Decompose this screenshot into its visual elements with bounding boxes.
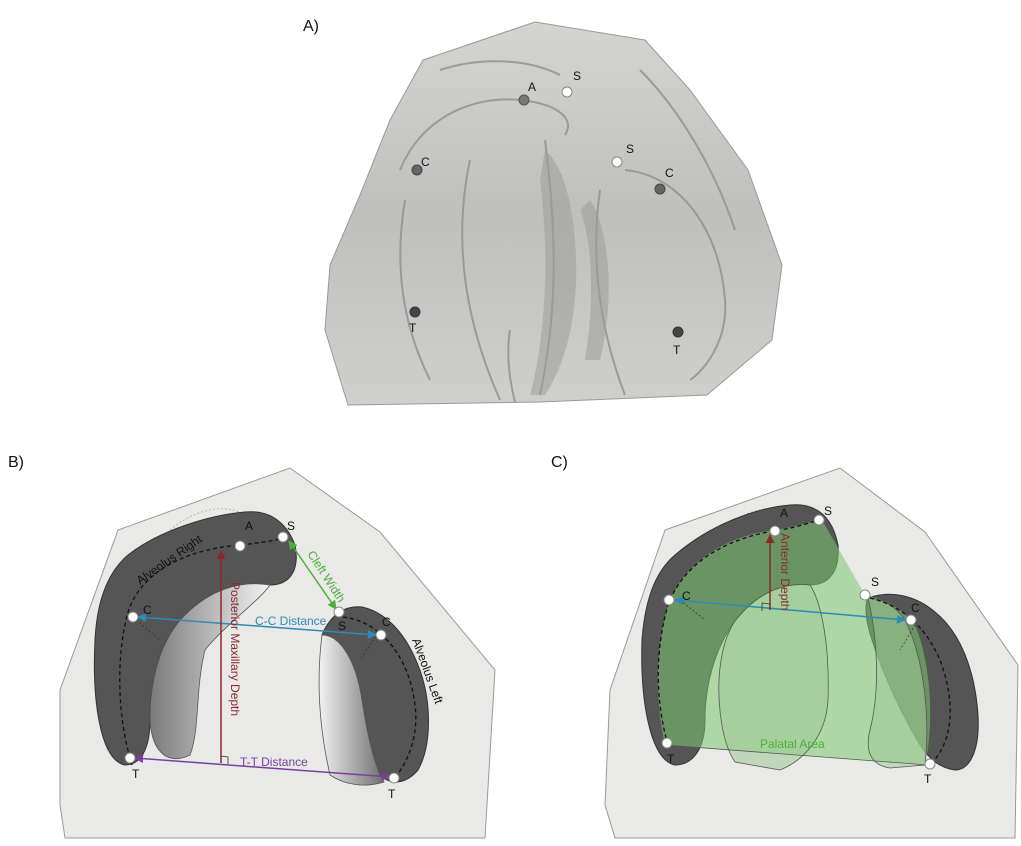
point-t-right-label-c: T — [667, 752, 675, 766]
point-t-left-panel-b — [388, 772, 400, 784]
point-a-panel-c — [769, 525, 781, 537]
point-t-right-label-a: T — [409, 321, 417, 335]
point-t-left-label-c: T — [924, 772, 932, 786]
point-c-right-label-a: C — [421, 155, 430, 169]
alveolus-left-inner-b — [318, 634, 385, 786]
cc-distance-arrow-b — [137, 613, 377, 639]
point-c-left-panel-b — [375, 629, 387, 641]
point-c-right-panel-b — [127, 611, 139, 623]
point-s-left-label-a: S — [626, 142, 634, 156]
point-t-left-panel-c — [924, 758, 936, 770]
point-c-left-label-c: C — [911, 601, 920, 615]
panel-a: A) A S S C C T T — [303, 18, 783, 406]
alveolus-right-inner-c — [718, 584, 829, 771]
point-t-left-panel-a — [672, 326, 684, 338]
point-c-right-label-c: C — [682, 589, 691, 603]
cast-shadows — [530, 150, 609, 395]
panel-a-label: A) — [303, 18, 319, 35]
point-s-right-panel-a — [561, 86, 573, 98]
point-a-label-a: A — [528, 80, 536, 94]
panel-b: B) Alveolus Right Alveolus Left Cleft Wi… — [8, 454, 496, 839]
point-t-right-panel-b — [124, 752, 136, 764]
point-c-right-panel-c — [663, 594, 675, 606]
point-s-right-label-c: S — [824, 504, 832, 518]
alveolus-right-crest — [119, 536, 289, 766]
point-s-left-panel-b — [333, 606, 345, 618]
posterior-depth-label: Posterior Maxillary Depth — [228, 582, 242, 716]
tt-distance-arrow — [134, 754, 391, 781]
palatal-base-line — [664, 744, 929, 766]
point-s-right-panel-c — [813, 514, 825, 526]
point-s-left-label-c: S — [871, 575, 879, 589]
point-c-right-label-b: C — [143, 603, 152, 617]
panel-c-label: C) — [551, 454, 568, 471]
point-a-panel-a — [518, 94, 530, 106]
crest-right-c — [657, 518, 823, 746]
point-c-left-panel-c — [905, 614, 917, 626]
point-c-left-panel-a — [654, 183, 666, 195]
cc-distance-label-b: C-C Distance — [255, 614, 327, 628]
alveolus-left-crest — [342, 616, 417, 779]
panel-c: C) Anterior Depth Palatal Area A S S C C — [551, 454, 1019, 839]
point-t-left-label-a: T — [673, 343, 681, 357]
right-angle-mark-c — [761, 602, 771, 611]
point-a-label-c: A — [780, 506, 788, 520]
point-s-left-panel-a — [611, 156, 623, 168]
point-c-left-label-b: C — [382, 615, 391, 629]
point-s-right-panel-b — [277, 531, 289, 543]
point-s-right-label-b: S — [287, 519, 295, 533]
tt-distance-label: T-T Distance — [240, 755, 308, 769]
point-t-right-label-b: T — [132, 767, 140, 781]
point-s-left-label-b: S — [338, 619, 346, 633]
cleft-width-arrow — [288, 540, 337, 610]
point-c-left-label-a: C — [665, 166, 674, 180]
palatal-area-label: Palatal Area — [760, 737, 825, 751]
point-a-label-b: A — [245, 519, 253, 533]
point-t-left-label-b: T — [388, 787, 396, 801]
point-c-right-panel-a — [411, 164, 423, 176]
point-t-right-panel-c — [661, 737, 673, 749]
point-t-right-panel-a — [409, 306, 421, 318]
cast-faint-line-b — [169, 508, 246, 531]
point-a-panel-b — [234, 540, 246, 552]
point-s-left-panel-c — [859, 589, 871, 601]
crest-left-c — [869, 597, 951, 766]
anterior-depth-label: Anterior Depth — [778, 533, 792, 610]
panel-b-label: B) — [8, 454, 24, 471]
cc-distance-arrow-c — [674, 596, 906, 624]
point-s-right-label-a: S — [573, 69, 581, 83]
